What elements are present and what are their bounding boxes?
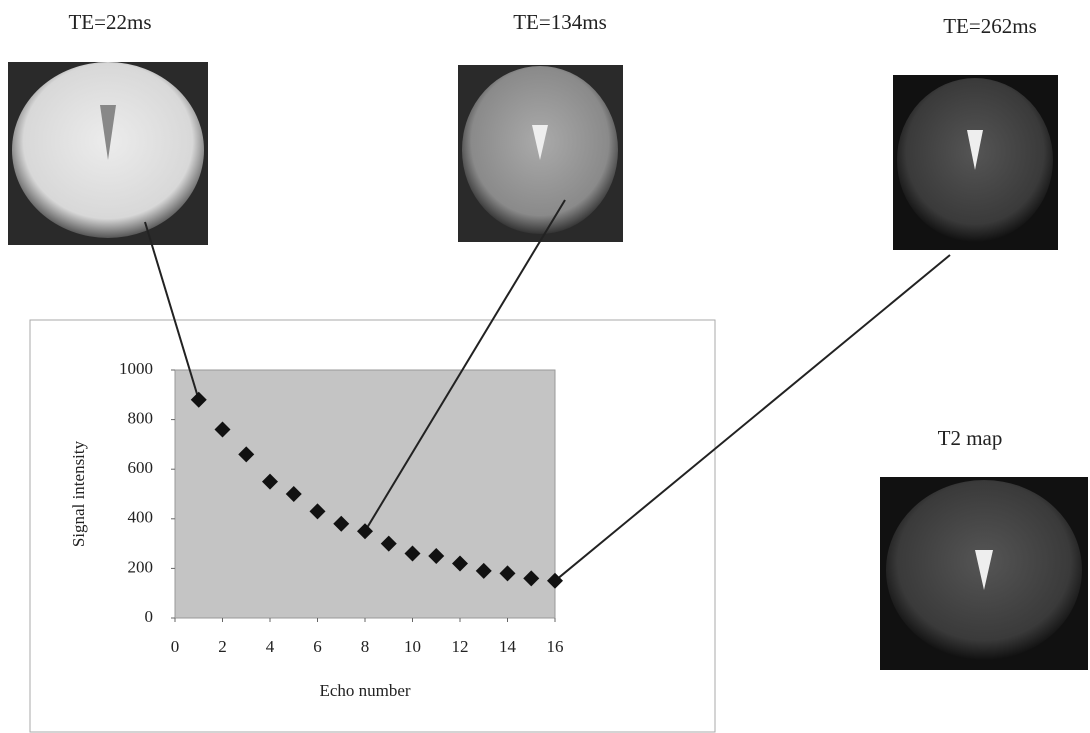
data-point [309,503,326,520]
x-tick-label: 0 [171,637,180,656]
data-point [475,562,492,579]
x-tick-label: 16 [547,637,564,656]
connector [554,254,951,582]
x-tick-label: 4 [266,637,275,656]
data-point [357,523,373,540]
data-point [262,473,278,490]
data-point [452,555,468,572]
connector [364,199,566,532]
data-point [190,391,207,408]
data-point [285,486,302,502]
mri-image [458,65,623,242]
annotation: TE=262ms [943,14,1037,38]
y-tick-label: 800 [128,409,154,428]
x-tick-label: 10 [404,637,421,656]
x-tick-label: 6 [313,637,322,656]
data-point [333,515,350,532]
y-tick-label: 600 [128,458,154,477]
data-point [214,421,231,438]
y-axis-label: Signal intensity [69,440,88,547]
data-point [428,548,445,564]
data-point [499,565,516,582]
y-tick-label: 400 [128,508,154,527]
data-point [238,446,255,463]
x-tick-label: 14 [499,637,517,656]
mri-image [8,62,208,245]
annotation: TE=22ms [68,10,151,34]
x-tick-label: 8 [361,637,370,656]
data-point [523,570,540,587]
annotation: TE=134ms [513,10,607,34]
y-tick-label: 200 [128,557,154,576]
mri-image [880,477,1088,670]
annotation: T2 map [938,426,1003,450]
connector [144,221,200,401]
data-point [404,545,421,562]
y-tick-label: 1000 [119,359,153,378]
mri-image [893,75,1058,250]
data-point [380,535,397,552]
data-point [547,572,563,589]
y-tick-label: 0 [145,607,154,626]
x-tick-label: 2 [218,637,227,656]
x-axis-label: Echo number [319,681,410,700]
x-tick-label: 12 [452,637,469,656]
plot-area [174,369,556,619]
